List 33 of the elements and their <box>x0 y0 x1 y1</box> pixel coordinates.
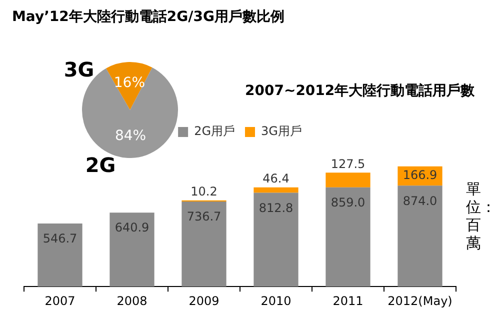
slice-label: 3G <box>64 57 94 82</box>
bar <box>254 192 298 287</box>
chart-title: 2007~2012年大陸行動電話用戶數 <box>245 82 475 100</box>
data-label: 10.2 <box>190 184 218 198</box>
x-tick-label: 2007 <box>44 294 76 308</box>
bar <box>254 187 298 193</box>
data-label: 736.7 <box>186 210 222 224</box>
data-label: 46.4 <box>262 171 290 186</box>
legend-label: 2G用戶 <box>194 124 236 138</box>
x-tick-label: 2012(May) <box>388 294 452 308</box>
chart-title: May’12年大陸行動電話2G/3G用戶數比例 <box>12 8 284 26</box>
data-label: 127.5 <box>330 156 366 171</box>
data-label: 812.8 <box>258 200 294 215</box>
x-tick-label: 2009 <box>188 294 220 308</box>
bar <box>110 212 154 287</box>
data-label: 166.9 <box>402 168 438 182</box>
x-tick-label: 2011 <box>332 294 364 308</box>
x-tick-label: 2008 <box>116 294 148 308</box>
data-label: 874.0 <box>402 194 438 208</box>
text: 單位：百萬 <box>466 180 496 252</box>
x-tick-label: 2010 <box>260 294 292 308</box>
data-label: 640.9 <box>114 220 150 235</box>
bar <box>326 172 370 188</box>
bar <box>38 223 82 287</box>
bar <box>398 186 442 287</box>
data-label: 16% <box>114 75 146 92</box>
bar <box>182 202 226 287</box>
data-label: 546.7 <box>42 232 78 246</box>
data-label: 859.0 <box>330 196 366 210</box>
data-label: 84% <box>114 128 146 144</box>
bar <box>326 187 370 287</box>
legend-label: 3G用戶 <box>261 124 302 138</box>
slice-label: 2G <box>85 153 116 177</box>
